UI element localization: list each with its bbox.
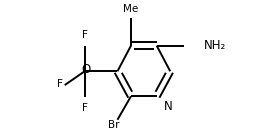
Text: N: N	[164, 100, 172, 113]
Text: F: F	[57, 79, 63, 89]
Text: F: F	[82, 103, 88, 113]
Text: F: F	[82, 30, 88, 40]
Text: NH₂: NH₂	[204, 39, 226, 52]
Text: Br: Br	[108, 120, 120, 130]
Text: O: O	[82, 63, 91, 76]
Text: Me: Me	[123, 4, 139, 13]
